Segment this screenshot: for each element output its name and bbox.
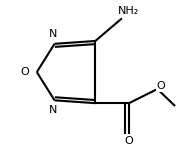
Text: N: N: [49, 105, 57, 115]
Text: NH₂: NH₂: [118, 6, 140, 16]
Text: O: O: [20, 67, 29, 77]
Text: O: O: [157, 81, 165, 91]
Text: N: N: [49, 29, 57, 39]
Text: O: O: [125, 136, 133, 146]
